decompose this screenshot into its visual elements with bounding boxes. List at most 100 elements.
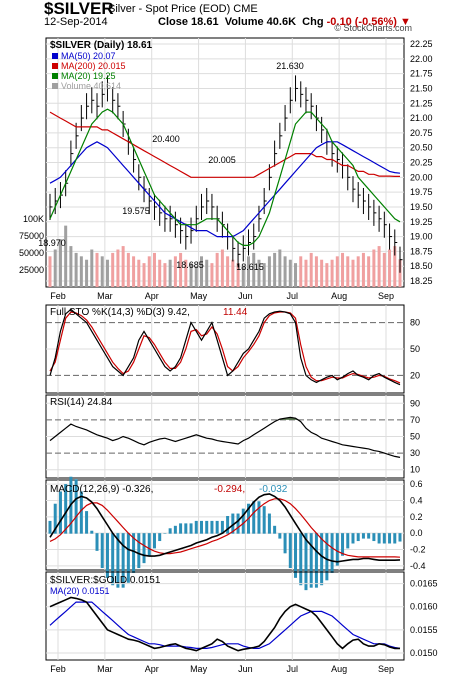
macd-histogram-bar xyxy=(330,533,334,573)
volume-bar xyxy=(64,225,68,287)
volume-bar xyxy=(372,249,376,287)
volume-bar xyxy=(158,259,162,287)
macd-histogram-bar xyxy=(356,533,360,542)
price-ytick-label: 19.00 xyxy=(410,232,433,242)
macd-histogram-bar xyxy=(252,501,256,534)
ma20-line xyxy=(49,108,401,246)
volume-bar xyxy=(231,259,235,287)
ratio-title: $SILVER:$GOLD 0.0151 xyxy=(50,575,161,586)
price-ytick-label: 20.00 xyxy=(410,172,433,182)
sto-ytick-label: 20 xyxy=(410,370,420,380)
macd-histogram-bar xyxy=(58,491,62,534)
macd-histogram-bar xyxy=(100,533,104,569)
volume-bar xyxy=(173,256,177,287)
volume-bar xyxy=(320,259,324,287)
volume-bar xyxy=(58,239,62,287)
price-ytick-label: 21.25 xyxy=(410,98,433,108)
price-annotation: 18.615 xyxy=(236,262,264,272)
rsi-title: RSI(14) 24.84 xyxy=(50,397,113,408)
chart-symbol: $SILVER xyxy=(44,0,114,18)
volume-bar xyxy=(278,249,282,287)
price-panel-title: $SILVER (Daily) 18.61 xyxy=(50,40,153,51)
volume-bar xyxy=(142,263,146,287)
price-ytick-label: 18.25 xyxy=(410,276,433,286)
rsi-ytick-label: 10 xyxy=(410,465,420,475)
macd-histogram-bar xyxy=(137,533,141,569)
macd-histogram-bar xyxy=(231,513,235,534)
macd-histogram-bar xyxy=(184,523,188,534)
copyright-text: © StockCharts.com xyxy=(334,23,412,33)
volume-bar xyxy=(79,256,83,287)
macd-histogram-bar xyxy=(257,501,261,534)
ratio-ytick-label: 0.0150 xyxy=(410,648,438,658)
volume-bar xyxy=(220,249,224,287)
macd-histogram-bar xyxy=(335,533,339,566)
sto-ytick-label: 50 xyxy=(410,344,420,354)
ratio-ytick-label: 0.0155 xyxy=(410,625,438,635)
price-annotation: 19.575 xyxy=(122,206,150,216)
x-tick-label: Feb xyxy=(50,664,66,674)
macd-histogram-bar xyxy=(382,533,386,544)
volume-bar xyxy=(152,252,156,287)
sto-ytick-label: 80 xyxy=(410,318,420,328)
close-value: 18.61 xyxy=(191,16,219,28)
macd-histogram-bar xyxy=(126,533,130,583)
volume-bar xyxy=(215,252,219,287)
volume-bar xyxy=(330,259,334,287)
macd-histogram-bar xyxy=(236,513,240,534)
macd-histogram-bar xyxy=(351,533,355,544)
volume-bar xyxy=(262,263,266,287)
volume-bar xyxy=(184,259,188,287)
macd-histogram-bar xyxy=(367,533,371,539)
legend-swatch xyxy=(52,53,58,59)
volume-bar xyxy=(388,249,392,287)
volume-value: 40.6K xyxy=(266,16,297,28)
volume-bar xyxy=(367,256,371,287)
quote-line: Close 18.61 Volume 40.6K Chg -0.10 (-0.5… xyxy=(158,16,411,28)
ratio-ytick-label: 0.0160 xyxy=(410,602,438,612)
volume-bar xyxy=(241,266,245,287)
volume-bar xyxy=(121,246,125,287)
volume-bar xyxy=(116,249,120,287)
macd-histogram-bar xyxy=(79,491,83,534)
macd-histogram-bar xyxy=(267,513,271,534)
legend-label: Volume 40,614 xyxy=(61,81,121,91)
volume-bar xyxy=(210,263,214,287)
macd-histogram-bar xyxy=(314,533,318,588)
ratio-ytick-label: 0.0165 xyxy=(410,579,438,589)
volume-bar xyxy=(299,256,303,287)
volume-bar xyxy=(309,252,313,287)
volume-bar xyxy=(341,252,345,287)
x-tick-label: Mar xyxy=(97,291,113,301)
price-ytick-label: 18.50 xyxy=(410,261,433,271)
chart-date: 12-Sep-2014 xyxy=(44,16,108,28)
volume-bar xyxy=(147,256,151,287)
rsi-ytick-label: 90 xyxy=(410,398,420,408)
volume-bar xyxy=(283,256,287,287)
x-tick-label: Feb xyxy=(50,291,66,301)
price-ytick-label: 21.75 xyxy=(410,69,433,79)
down-arrow-icon: ▼ xyxy=(399,16,411,28)
volume-bar xyxy=(95,252,99,287)
macd-histogram-bar xyxy=(95,533,99,551)
volume-bar xyxy=(74,252,78,287)
legend-swatch xyxy=(52,83,58,89)
x-tick-label: Apr xyxy=(145,664,159,674)
macd-histogram-bar xyxy=(158,533,162,542)
macd-histogram-bar xyxy=(283,533,287,554)
macd-histogram-bar xyxy=(194,520,198,534)
macd-histogram-bar xyxy=(173,525,177,534)
price-ytick-label: 20.75 xyxy=(410,128,433,138)
volume-bar xyxy=(351,259,355,287)
volume-tick-label: 50000 xyxy=(19,248,44,258)
volume-bar xyxy=(126,252,130,287)
rsi-ytick-label: 70 xyxy=(410,415,420,425)
macd-histogram-bar xyxy=(393,533,397,544)
volume-label: Volume xyxy=(224,16,264,28)
volume-bar xyxy=(356,256,360,287)
legend-label: MA(50) 20.07 xyxy=(61,51,116,61)
rsi-line xyxy=(49,416,401,458)
macd-histogram-bar xyxy=(90,530,94,534)
volume-bar xyxy=(288,259,292,287)
